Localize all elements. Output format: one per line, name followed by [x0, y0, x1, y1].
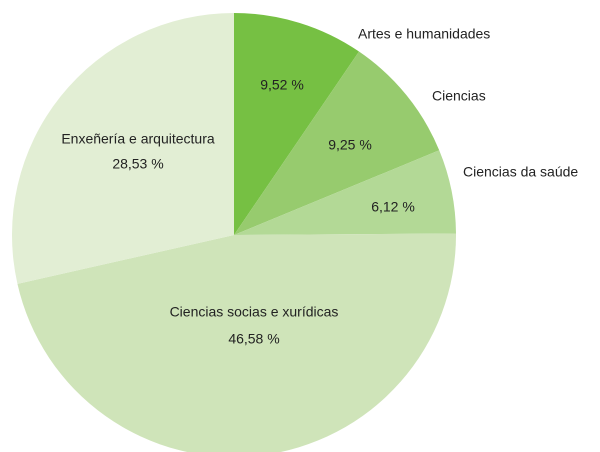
value-label: 9,52 % — [260, 77, 304, 93]
value-label: 28,53 % — [112, 156, 163, 172]
pie-slice — [234, 150, 456, 235]
pie-slice — [11, 13, 234, 284]
pie-slice — [234, 13, 360, 235]
slice-name: Ciencias da saúde — [463, 164, 578, 180]
value-label: 6,12 % — [371, 199, 415, 215]
value-label: 9,25 % — [328, 137, 372, 153]
slice-name: Ciencias socias e xurídicas — [170, 304, 339, 320]
pie-slice — [234, 51, 440, 236]
value-label: 46,58 % — [228, 331, 279, 347]
pie-slice — [17, 233, 456, 452]
slice-name: Artes e humanidades — [358, 26, 490, 42]
slice-name: Ciencias — [432, 88, 486, 104]
slice-name: Enxeñería e arquitectura — [61, 131, 215, 147]
